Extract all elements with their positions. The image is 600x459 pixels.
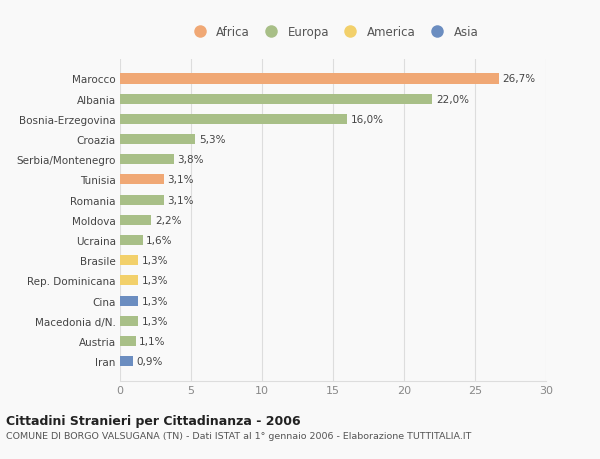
Text: Cittadini Stranieri per Cittadinanza - 2006: Cittadini Stranieri per Cittadinanza - 2… bbox=[6, 414, 301, 428]
Bar bbox=[120, 256, 139, 266]
Bar bbox=[120, 235, 143, 246]
Bar bbox=[120, 215, 151, 225]
Text: 1,1%: 1,1% bbox=[139, 336, 166, 346]
Text: 3,1%: 3,1% bbox=[167, 195, 194, 205]
Bar bbox=[120, 276, 139, 286]
Text: COMUNE DI BORGO VALSUGANA (TN) - Dati ISTAT al 1° gennaio 2006 - Elaborazione TU: COMUNE DI BORGO VALSUGANA (TN) - Dati IS… bbox=[6, 431, 472, 440]
Text: 1,3%: 1,3% bbox=[142, 256, 169, 266]
Text: 0,9%: 0,9% bbox=[136, 356, 163, 366]
Bar bbox=[120, 134, 195, 145]
Legend: Africa, Europa, America, Asia: Africa, Europa, America, Asia bbox=[185, 24, 481, 41]
Text: 5,3%: 5,3% bbox=[199, 135, 226, 145]
Bar bbox=[120, 175, 164, 185]
Text: 1,3%: 1,3% bbox=[142, 276, 169, 286]
Bar bbox=[120, 155, 174, 165]
Text: 3,1%: 3,1% bbox=[167, 175, 194, 185]
Bar bbox=[120, 296, 139, 306]
Text: 22,0%: 22,0% bbox=[436, 95, 469, 105]
Text: 16,0%: 16,0% bbox=[351, 115, 384, 124]
Bar bbox=[120, 336, 136, 346]
Text: 1,6%: 1,6% bbox=[146, 235, 173, 246]
Text: 1,3%: 1,3% bbox=[142, 296, 169, 306]
Text: 3,8%: 3,8% bbox=[178, 155, 204, 165]
Text: 1,3%: 1,3% bbox=[142, 316, 169, 326]
Bar bbox=[120, 356, 133, 366]
Text: 2,2%: 2,2% bbox=[155, 215, 181, 225]
Bar bbox=[120, 95, 433, 105]
Bar bbox=[120, 74, 499, 84]
Bar bbox=[120, 115, 347, 125]
Text: 26,7%: 26,7% bbox=[503, 74, 536, 84]
Bar bbox=[120, 316, 139, 326]
Bar bbox=[120, 195, 164, 205]
